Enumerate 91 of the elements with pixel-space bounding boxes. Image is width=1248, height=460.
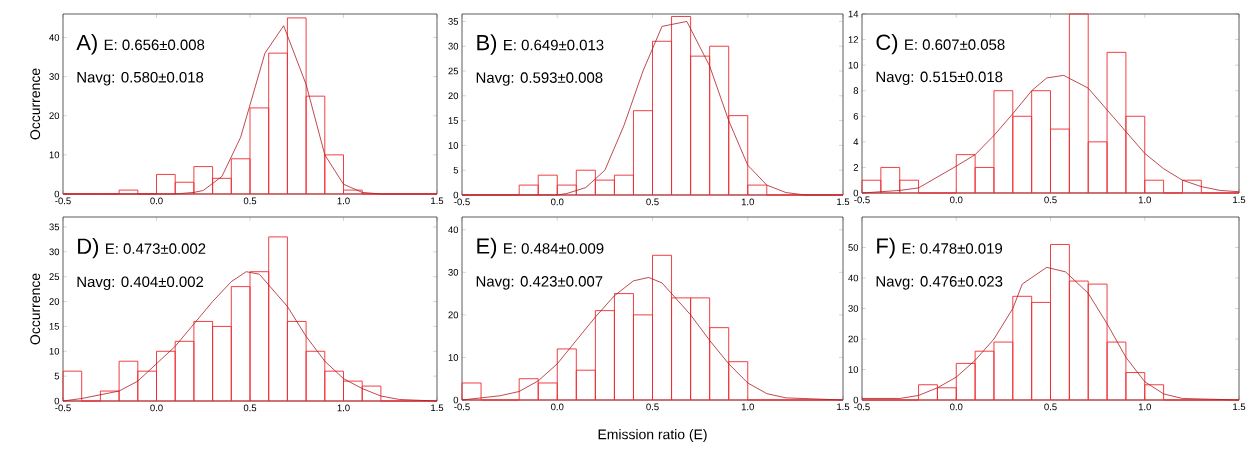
y-tick-label: 0 <box>853 189 859 197</box>
x-tick-label: 0.0 <box>551 403 564 411</box>
x-tick-label: 1.0 <box>337 197 350 205</box>
x-tick-label: 1.5 <box>431 197 444 205</box>
annotation: A) <box>76 34 97 55</box>
y-tick-label: 10 <box>49 151 60 159</box>
annotation: Navg: 0.476±0.023 <box>876 276 1003 290</box>
x-tick-label: 0.5 <box>646 198 659 206</box>
y-tick-label: 10 <box>448 142 459 149</box>
annotation: E: 0.473±0.002 <box>106 243 206 254</box>
y-tick-label: 10 <box>848 366 859 373</box>
y-tick-label: 30 <box>49 248 60 256</box>
x-axis-title: Emission ratio (E) <box>598 429 707 443</box>
annotation: D) <box>78 237 99 259</box>
x-tick-label: -0.5 <box>55 404 71 412</box>
y-axis-title: Occurrence <box>30 68 41 140</box>
x-tick-label: 1.5 <box>837 403 850 411</box>
x-tick-label: 0.5 <box>243 197 257 205</box>
annotation: Navg: 0.593±0.008 <box>476 72 603 86</box>
x-tick-label: 1.5 <box>1233 403 1246 411</box>
x-tick-label: 1.5 <box>431 404 444 412</box>
y-tick-label: 0 <box>54 190 60 198</box>
x-tick-label: 0.5 <box>1044 403 1057 411</box>
y-tick-label: 8 <box>853 87 859 95</box>
y-tick-label: 35 <box>49 223 60 231</box>
y-tick-label: 0 <box>853 396 859 404</box>
y-tick-label: 40 <box>448 226 459 234</box>
x-tick-label: 1.5 <box>1233 196 1246 204</box>
y-tick-label: 5 <box>54 372 60 380</box>
y-tick-label: 14 <box>848 10 859 18</box>
x-tick-label: 0.0 <box>150 404 163 412</box>
y-tick-label: 5 <box>453 166 459 174</box>
x-tick-label: 1.5 <box>837 198 850 206</box>
x-tick-label: 1.0 <box>1138 196 1151 204</box>
x-tick-label: 1.0 <box>741 403 754 411</box>
y-tick-label: 15 <box>448 117 459 124</box>
y-tick-label: 6 <box>853 112 859 120</box>
annotation: E: 0.484±0.009 <box>504 243 604 254</box>
y-tick-label: 15 <box>49 323 60 330</box>
annotation: E: 0.656±0.008 <box>104 39 205 51</box>
y-tick-label: 10 <box>848 61 859 69</box>
annotation: E: 0.478±0.019 <box>902 243 1003 254</box>
annotation: B) <box>477 34 497 55</box>
y-tick-label: 0 <box>453 396 459 404</box>
y-tick-label: 20 <box>848 335 859 343</box>
y-tick-label: 2 <box>853 164 859 171</box>
annotation: E: 0.607±0.058 <box>905 39 1005 50</box>
x-tick-label: -0.5 <box>55 197 71 205</box>
x-tick-label: -0.5 <box>854 403 870 411</box>
y-tick-label: 35 <box>448 18 459 25</box>
x-tick-label: -0.5 <box>854 196 870 204</box>
y-tick-label: 30 <box>49 73 60 80</box>
annotation: E) <box>477 237 497 259</box>
annotation: E: 0.649±0.013 <box>504 39 604 51</box>
y-tick-label: 20 <box>49 112 60 120</box>
y-tick-label: 30 <box>448 42 459 50</box>
y-tick-label: 40 <box>49 34 60 41</box>
y-tick-label: 0 <box>54 397 60 405</box>
x-tick-label: -0.5 <box>454 198 470 206</box>
y-tick-label: 20 <box>448 311 459 319</box>
x-tick-label: 0.5 <box>243 404 257 412</box>
x-tick-label: 0.0 <box>150 197 163 205</box>
x-tick-label: 1.0 <box>741 198 754 206</box>
y-tick-label: 50 <box>848 244 859 251</box>
x-tick-label: 0.5 <box>646 403 659 411</box>
y-tick-label: 30 <box>448 268 459 276</box>
y-tick-label: 0 <box>453 191 459 199</box>
y-tick-label: 25 <box>49 273 60 281</box>
y-tick-label: 25 <box>448 67 459 75</box>
x-tick-label: 1.0 <box>337 404 350 412</box>
y-tick-label: 40 <box>848 274 859 282</box>
annotation: Navg: 0.580±0.018 <box>77 71 204 86</box>
y-tick-label: 30 <box>848 305 859 312</box>
x-tick-label: 0.0 <box>950 196 963 204</box>
annotation: Navg: 0.515±0.018 <box>876 71 1003 86</box>
y-tick-label: 20 <box>49 298 60 305</box>
x-tick-label: 0.0 <box>551 198 564 206</box>
annotation: C) <box>876 33 898 55</box>
x-tick-label: 0.0 <box>950 403 963 411</box>
y-tick-label: 10 <box>448 354 459 361</box>
y-axis-title: Occurrence <box>30 273 41 345</box>
annotation: F) <box>877 237 895 259</box>
annotation: Navg: 0.404±0.002 <box>77 276 204 291</box>
y-tick-label: 12 <box>848 36 859 43</box>
y-tick-label: 10 <box>49 347 60 355</box>
y-tick-label: 20 <box>448 92 459 100</box>
annotation: Navg: 0.423±0.007 <box>476 276 603 290</box>
x-tick-label: 0.5 <box>1044 196 1057 204</box>
x-tick-label: 1.0 <box>1138 403 1151 411</box>
y-tick-label: 4 <box>853 138 859 146</box>
x-tick-label: -0.5 <box>454 403 470 411</box>
